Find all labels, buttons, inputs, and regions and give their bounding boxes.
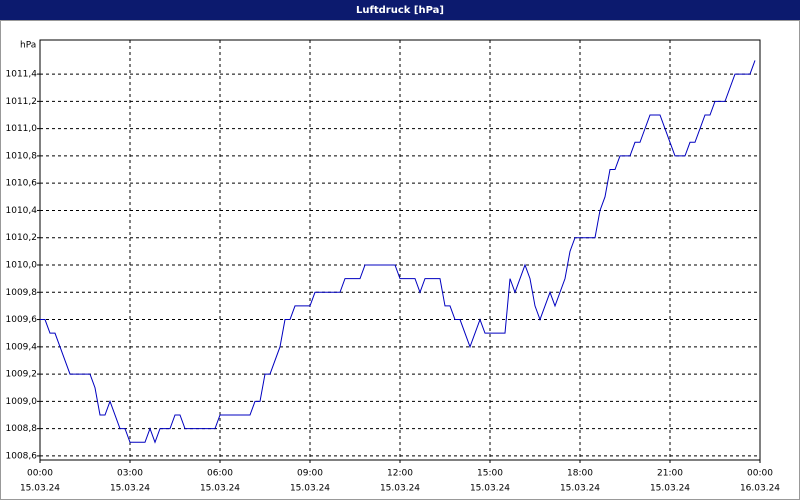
title-bar	[0, 0, 800, 20]
y-tick-label: 1008,6	[6, 451, 38, 461]
data-line	[40, 60, 756, 444]
y-tick-label: 1010,6	[6, 179, 38, 189]
x-tick-label: 18:00	[567, 469, 593, 479]
x-tick-label: 21:00	[657, 469, 683, 479]
chart-title: Luftdruck [hPa]	[356, 5, 444, 16]
x-tick-date: 15.03.24	[200, 484, 240, 494]
x-tick-date: 16.03.24	[740, 484, 780, 494]
x-tick-date: 15.03.24	[650, 484, 690, 494]
y-tick-label: 1010,8	[6, 151, 38, 161]
y-axis-label: hPa	[20, 41, 36, 51]
x-tick-label: 12:00	[387, 469, 413, 479]
x-tick-date: 15.03.24	[470, 484, 510, 494]
x-tick-label: 03:00	[117, 469, 143, 479]
y-tick-label: 1011,4	[6, 70, 38, 80]
x-tick-label: 06:00	[207, 469, 233, 479]
x-tick-date: 15.03.24	[560, 484, 600, 494]
y-tick-label: 1009,2	[6, 370, 38, 380]
y-tick-label: 1009,6	[6, 315, 38, 325]
y-tick-label: 1011,0	[6, 124, 38, 134]
x-tick-date: 15.03.24	[290, 484, 330, 494]
x-tick-label: 15:00	[477, 469, 503, 479]
x-tick-date: 15.03.24	[380, 484, 420, 494]
y-tick-label: 1009,8	[6, 288, 38, 298]
y-tick-label: 1009,4	[6, 342, 38, 352]
y-tick-label: 1010,0	[6, 261, 38, 271]
x-tick-date: 15.03.24	[110, 484, 150, 494]
y-tick-label: 1008,8	[6, 424, 38, 434]
x-tick-date: 15.03.24	[20, 484, 60, 494]
x-tick-label: 00:00	[27, 469, 53, 479]
x-tick-label: 00:00	[747, 469, 773, 479]
y-tick-label: 1009,0	[6, 397, 38, 407]
x-tick-label: 09:00	[297, 469, 323, 479]
y-tick-label: 1010,4	[6, 206, 38, 216]
y-tick-label: 1011,2	[6, 97, 38, 107]
y-tick-label: 1010,2	[6, 233, 38, 243]
